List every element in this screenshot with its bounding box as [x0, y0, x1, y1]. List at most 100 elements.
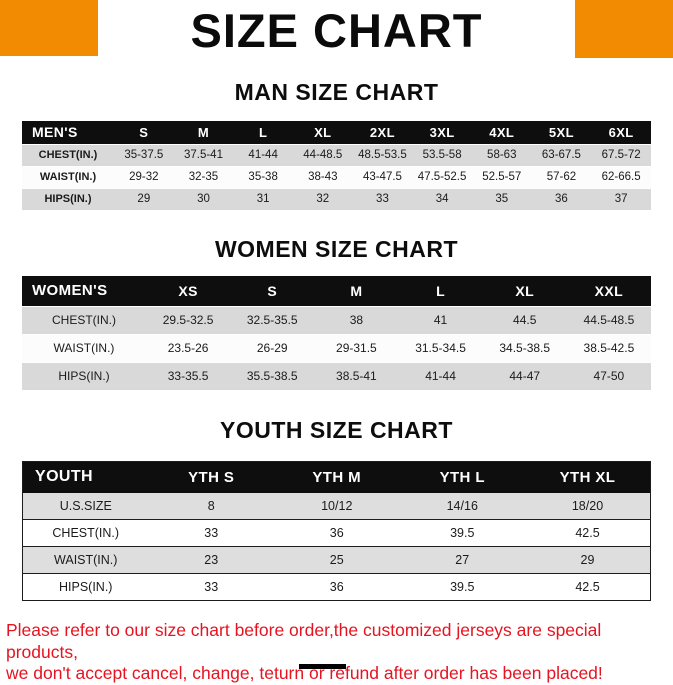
table-row: CHEST(IN.) 29.5-32.5 32.5-35.5 38 41 44.5 44.5… — [22, 306, 651, 334]
size-value-cell: 39.5 — [450, 580, 475, 594]
size-value-cell: 31.5-34.5 — [415, 341, 466, 355]
size-column-header: 6XL — [591, 121, 651, 144]
size-value-cell: 35 — [495, 193, 509, 206]
size-column-header: YTH S — [148, 461, 274, 493]
size-column-header: S — [114, 121, 174, 144]
size-value-cell: 29-31.5 — [336, 341, 377, 355]
row-label-cell: U.S.SIZE — [59, 498, 112, 513]
table-row: HIPS(IN.) 29 30 31 32 33 34 35 36 37 — [22, 188, 651, 210]
man-size-section: MAN SIZE CHART MEN'S S M L XL 2XL 3XL 4XL 5XL 6XL… — [0, 79, 673, 210]
size-value-cell: 10/12 — [321, 498, 353, 513]
size-value-cell: 42.5 — [575, 526, 600, 540]
size-column-header: YTH L — [399, 461, 525, 493]
size-value-cell: 52.5-57 — [482, 171, 522, 183]
size-value-cell: 41-44 — [425, 369, 456, 384]
size-value-cell: 35.5-38.5 — [246, 369, 298, 384]
size-value-cell: 26-29 — [256, 341, 288, 355]
size-value-cell: 25 — [329, 553, 344, 567]
size-column-header: M — [314, 276, 399, 306]
size-value-cell: 14/16 — [446, 498, 478, 513]
size-value-cell: 31 — [256, 193, 270, 206]
youth-size-section: YOUTH SIZE CHART YOUTH YTH S YTH M YTH L YTH… — [0, 417, 673, 601]
size-value-cell: 63-67.5 — [541, 149, 581, 161]
size-value-cell: 57-62 — [546, 171, 577, 183]
size-value-cell: 67.5-72 — [601, 149, 641, 161]
size-column-header: 2XL — [352, 121, 413, 144]
size-column-header: 3XL — [412, 121, 472, 144]
row-label-cell: CHEST(IN.) — [52, 313, 116, 327]
size-value-cell: 44.5 — [513, 313, 537, 327]
size-value-cell: 36 — [555, 193, 568, 206]
size-column-header: XXL — [566, 276, 651, 306]
size-value-cell: 37 — [614, 193, 628, 206]
size-value-cell: 23 — [204, 553, 219, 567]
size-value-cell: 41-44 — [248, 149, 278, 161]
size-value-cell: 27 — [455, 553, 470, 567]
size-value-cell: 43-47.5 — [362, 171, 402, 183]
size-column-header: L — [233, 121, 293, 144]
size-column-header: YTH M — [274, 461, 400, 493]
header-row: YOUTH YTH S YTH M YTH L YTH XL — [22, 461, 651, 493]
header-row: MEN'S S M L XL 2XL 3XL 4XL 5XL 6XL — [22, 121, 651, 144]
row-label-cell: CHEST(IN.) — [38, 149, 98, 161]
corner-accent-right — [575, 0, 673, 58]
footer-note: Please refer to our size chart before or… — [6, 620, 673, 685]
table-row: CHEST(IN.) 33 36 39.5 42.5 — [22, 519, 651, 547]
man-section-heading: MAN SIZE CHART — [234, 79, 439, 105]
table-row: CHEST(IN.) 35-37.5 37.5-41 41-44 44-48.5 48.5… — [22, 144, 651, 166]
table-title-cell: MEN'S — [22, 121, 114, 144]
size-value-cell: 34.5-38.5 — [499, 341, 551, 355]
row-label-cell: WAIST(IN.) — [53, 341, 115, 355]
table-title-cell: YOUTH — [22, 461, 149, 493]
size-column-header: XS — [146, 276, 231, 306]
size-value-cell: 8 — [207, 498, 215, 513]
row-label-cell: WAIST(IN.) — [39, 171, 97, 183]
man-size-table: MEN'S S M L XL 2XL 3XL 4XL 5XL 6XL CHEST(IN.) 35-37… — [22, 121, 651, 210]
size-column-header: M — [173, 121, 234, 144]
size-value-cell: 38-43 — [308, 171, 338, 183]
size-column-header: S — [230, 276, 315, 306]
size-value-cell: 33 — [204, 526, 219, 540]
row-label-cell: CHEST(IN.) — [52, 526, 120, 540]
size-value-cell: 36 — [329, 580, 344, 594]
size-value-cell: 35-37.5 — [124, 149, 164, 161]
size-column-header: XL — [292, 121, 353, 144]
size-value-cell: 47.5-52.5 — [417, 171, 467, 183]
size-value-cell: 33-35.5 — [167, 369, 209, 384]
corner-accent-left — [0, 0, 98, 56]
row-label-cell: HIPS(IN.) — [59, 580, 113, 594]
size-value-cell: 29 — [580, 553, 595, 567]
row-label-cell: WAIST(IN.) — [54, 553, 118, 567]
size-value-cell: 23.5-26 — [167, 341, 209, 355]
women-size-table: WOMEN'S XS S M L XL XXL CHEST(IN.) 29.5-32.5 32.5… — [22, 276, 651, 390]
size-column-header: 5XL — [531, 121, 592, 144]
size-value-cell: 47-50 — [593, 369, 625, 384]
size-value-cell: 53.5-58 — [422, 149, 462, 161]
size-value-cell: 38 — [349, 313, 364, 327]
header-row: WOMEN'S XS S M L XL XXL — [22, 276, 651, 306]
size-value-cell: 62-66.5 — [601, 171, 641, 183]
size-value-cell: 58-63 — [487, 149, 517, 161]
footer-line-1: Please refer to our size chart before or… — [6, 620, 602, 662]
size-value-cell: 29-32 — [129, 171, 159, 183]
size-value-cell: 38.5-42.5 — [583, 341, 635, 355]
size-value-cell: 32.5-35.5 — [246, 313, 298, 327]
table-row: WAIST(IN.) 29-32 32-35 35-38 38-43 43-47.5 47.… — [22, 166, 651, 188]
size-value-cell: 39.5 — [450, 526, 475, 540]
size-value-cell: 41 — [433, 313, 448, 327]
size-value-cell: 32-35 — [188, 171, 219, 183]
size-value-cell: 44-48.5 — [303, 149, 343, 161]
size-value-cell: 38.5-41 — [336, 369, 377, 384]
size-column-header: YTH XL — [525, 461, 651, 493]
size-value-cell: 33 — [204, 580, 219, 594]
size-value-cell: 35-38 — [248, 171, 278, 183]
table-row: HIPS(IN.) 33-35.5 35.5-38.5 38.5-41 41-44 44-… — [22, 362, 651, 390]
table-row: HIPS(IN.) 33 36 39.5 42.5 — [22, 573, 651, 601]
table-title-cell: WOMEN'S — [22, 276, 146, 306]
size-value-cell: 30 — [197, 193, 210, 206]
size-value-cell: 34 — [435, 193, 449, 206]
table-row: U.S.SIZE 8 10/12 14/16 18/20 — [22, 492, 651, 520]
size-value-cell: 44-47 — [509, 369, 541, 384]
row-label-cell: HIPS(IN.) — [58, 369, 110, 384]
